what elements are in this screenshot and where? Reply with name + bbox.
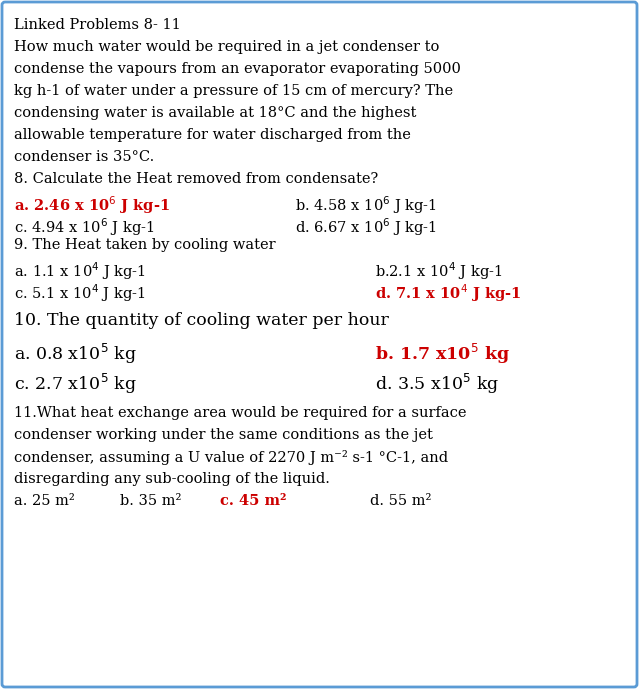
Text: d. 6.67 x 10$^{6}$ J kg-1: d. 6.67 x 10$^{6}$ J kg-1: [295, 216, 437, 238]
Text: 10. The quantity of cooling water per hour: 10. The quantity of cooling water per ho…: [14, 312, 389, 329]
Text: a. 0.8 x10$^{5}$ kg: a. 0.8 x10$^{5}$ kg: [14, 342, 137, 366]
Text: d. 7.1 x 10$^{4}$ J kg-1: d. 7.1 x 10$^{4}$ J kg-1: [375, 282, 521, 304]
Text: How much water would be required in a jet condenser to: How much water would be required in a je…: [14, 40, 440, 54]
Text: kg h-1 of water under a pressure of 15 cm of mercury? The: kg h-1 of water under a pressure of 15 c…: [14, 84, 453, 98]
Text: a. 25 m²: a. 25 m²: [14, 494, 75, 508]
Text: b. 35 m²: b. 35 m²: [120, 494, 181, 508]
Text: condensing water is available at 18°C and the highest: condensing water is available at 18°C an…: [14, 106, 417, 120]
Text: d. 55 m²: d. 55 m²: [370, 494, 431, 508]
Text: disregarding any sub-cooling of the liquid.: disregarding any sub-cooling of the liqu…: [14, 472, 330, 486]
Text: condenser is 35°C.: condenser is 35°C.: [14, 150, 154, 164]
Text: c. 5.1 x 10$^{4}$ J kg-1: c. 5.1 x 10$^{4}$ J kg-1: [14, 282, 146, 304]
Text: a. 2.46 x 10$^{6}$ J kg-1: a. 2.46 x 10$^{6}$ J kg-1: [14, 194, 170, 216]
Text: c. 4.94 x 10$^{6}$ J kg-1: c. 4.94 x 10$^{6}$ J kg-1: [14, 216, 155, 238]
Text: allowable temperature for water discharged from the: allowable temperature for water discharg…: [14, 128, 411, 142]
Text: a. 1.1 x 10$^{4}$ J kg-1: a. 1.1 x 10$^{4}$ J kg-1: [14, 260, 146, 282]
Text: b. 4.58 x 10$^{6}$ J kg-1: b. 4.58 x 10$^{6}$ J kg-1: [295, 194, 437, 216]
Text: condense the vapours from an evaporator evaporating 5000: condense the vapours from an evaporator …: [14, 62, 461, 76]
Text: c. 2.7 x10$^{5}$ kg: c. 2.7 x10$^{5}$ kg: [14, 372, 137, 396]
Text: b. 1.7 x10$^{5}$ kg: b. 1.7 x10$^{5}$ kg: [375, 342, 511, 366]
Text: 11.What heat exchange area would be required for a surface: 11.What heat exchange area would be requ…: [14, 406, 466, 420]
Text: Linked Problems 8- 11: Linked Problems 8- 11: [14, 18, 181, 32]
Text: c. 45 m²: c. 45 m²: [220, 494, 286, 508]
Text: condenser working under the same conditions as the jet: condenser working under the same conditi…: [14, 428, 433, 442]
Text: 9. The Heat taken by cooling water: 9. The Heat taken by cooling water: [14, 238, 275, 252]
Text: d. 3.5 x10$^{5}$ kg: d. 3.5 x10$^{5}$ kg: [375, 372, 499, 396]
Text: 8. Calculate the Heat removed from condensate?: 8. Calculate the Heat removed from conde…: [14, 172, 378, 186]
Text: b.2.1 x 10$^{4}$ J kg-1: b.2.1 x 10$^{4}$ J kg-1: [375, 260, 503, 282]
Text: condenser, assuming a U value of 2270 J m⁻² s-1 °C-1, and: condenser, assuming a U value of 2270 J …: [14, 450, 448, 465]
